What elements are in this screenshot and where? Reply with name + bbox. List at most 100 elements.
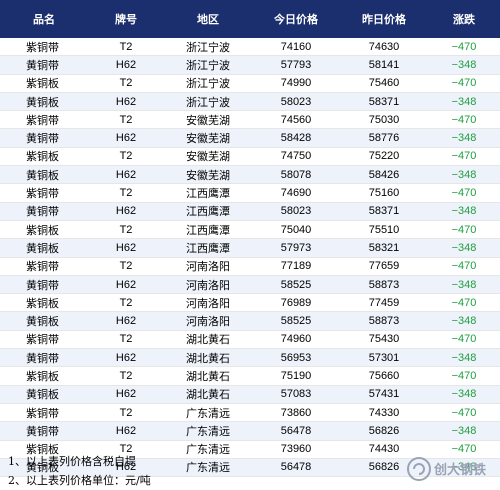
table-row: 黄铜带 H62 浙江宁波 57793 58141 −348 (0, 55, 500, 75)
table-row: 黄铜带 H62 河南洛阳 58525 58873 −348 (0, 275, 500, 295)
cell-today-price: 58428 (252, 128, 340, 148)
table-row: 黄铜带 H62 广东清远 56478 56826 −348 (0, 421, 500, 441)
table-row: 紫铜带 T2 江西鹰潭 74690 75160 −470 (0, 183, 500, 203)
table-row: 黄铜板 H62 江西鹰潭 57973 58321 −348 (0, 238, 500, 258)
cell-grade: T2 (88, 330, 164, 350)
cell-region: 广东清远 (164, 458, 252, 478)
cell-region: 湖北黄石 (164, 366, 252, 386)
cell-product: 黄铜板 (0, 92, 88, 112)
cell-region: 湖北黄石 (164, 330, 252, 350)
cell-product: 黄铜带 (0, 348, 88, 368)
cell-product: 紫铜带 (0, 403, 88, 423)
cell-today-price: 74160 (252, 38, 340, 57)
cell-product: 紫铜板 (0, 220, 88, 240)
cell-grade: H62 (88, 458, 164, 478)
table-row: 黄铜板 H62 浙江宁波 58023 58371 −348 (0, 92, 500, 112)
cell-yesterday-price: 58321 (340, 238, 428, 258)
cell-yesterday-price: 75160 (340, 183, 428, 203)
table-row: 紫铜板 T2 河南洛阳 76989 77459 −470 (0, 293, 500, 313)
cell-change: −348 (428, 421, 500, 441)
cell-yesterday-price: 58873 (340, 275, 428, 295)
cell-product: 黄铜板 (0, 311, 88, 331)
cell-product: 黄铜带 (0, 202, 88, 221)
header-yesterday-price: 昨日价格 (340, 0, 428, 38)
table-body: 紫铜带 T2 浙江宁波 74160 74630 −470 黄铜带 H62 浙江宁波 57793 58… (0, 38, 500, 478)
cell-grade: T2 (88, 293, 164, 313)
cell-product: 紫铜带 (0, 38, 88, 57)
cell-today-price: 56953 (252, 348, 340, 368)
cell-region: 河南洛阳 (164, 293, 252, 313)
cell-change: −470 (428, 440, 500, 459)
table-row: 紫铜带 T2 安徽芜湖 74560 75030 −470 (0, 110, 500, 130)
cell-grade: H62 (88, 348, 164, 368)
cell-yesterday-price: 77459 (340, 293, 428, 313)
footnote-2: 2、以上表列价格单位：元/吨 (8, 474, 151, 487)
cell-region: 安徽芜湖 (164, 165, 252, 185)
table-row: 紫铜带 T2 湖北黄石 74960 75430 −470 (0, 330, 500, 350)
table-row: 黄铜带 H62 江西鹰潭 58023 58371 −348 (0, 202, 500, 221)
cell-yesterday-price: 74330 (340, 403, 428, 423)
header-product: 品名 (0, 0, 88, 38)
cell-yesterday-price: 58873 (340, 311, 428, 331)
table-row: 黄铜板 H62 湖北黄石 57083 57431 −348 (0, 385, 500, 404)
cell-change: −470 (428, 38, 500, 57)
table-row: 紫铜带 T2 河南洛阳 77189 77659 −470 (0, 257, 500, 276)
cell-product: 紫铜板 (0, 366, 88, 386)
cell-product: 紫铜板 (0, 147, 88, 167)
cell-grade: T2 (88, 220, 164, 240)
cell-grade: H62 (88, 55, 164, 75)
cell-change: −348 (428, 128, 500, 148)
cell-yesterday-price: 75460 (340, 74, 428, 93)
cell-yesterday-price: 75220 (340, 147, 428, 167)
cell-region: 浙江宁波 (164, 55, 252, 75)
table-row: 黄铜板 H62 安徽芜湖 58078 58426 −348 (0, 165, 500, 185)
cell-change: −470 (428, 366, 500, 386)
table-header: 品名 牌号 地区 今日价格 昨日价格 涨跌 (0, 0, 500, 38)
cell-yesterday-price: 57301 (340, 348, 428, 368)
table-row: 黄铜带 H62 安徽芜湖 58428 58776 −348 (0, 128, 500, 148)
cell-region: 江西鹰潭 (164, 238, 252, 258)
cell-yesterday-price: 75510 (340, 220, 428, 240)
cell-change: −348 (428, 165, 500, 185)
cell-product: 紫铜板 (0, 74, 88, 93)
cell-grade: T2 (88, 38, 164, 57)
cell-change: −348 (428, 348, 500, 368)
cell-today-price: 57973 (252, 238, 340, 258)
cell-today-price: 75040 (252, 220, 340, 240)
cell-today-price: 76989 (252, 293, 340, 313)
cell-yesterday-price: 75430 (340, 330, 428, 350)
cell-region: 广东清远 (164, 421, 252, 441)
cell-region: 浙江宁波 (164, 74, 252, 93)
table-row: 黄铜板 H62 河南洛阳 58525 58873 −348 (0, 311, 500, 331)
cell-yesterday-price: 58371 (340, 92, 428, 112)
watermark-text: 创大钢铁 (433, 462, 486, 478)
cell-region: 安徽芜湖 (164, 128, 252, 148)
cell-change: −348 (428, 458, 500, 478)
cell-today-price: 73860 (252, 403, 340, 423)
cell-today-price: 58078 (252, 165, 340, 185)
cell-change: −470 (428, 330, 500, 350)
cell-change: −348 (428, 92, 500, 112)
cell-region: 安徽芜湖 (164, 110, 252, 130)
cell-grade: H62 (88, 165, 164, 185)
cell-change: −470 (428, 147, 500, 167)
cell-grade: T2 (88, 147, 164, 167)
cell-product: 黄铜带 (0, 55, 88, 75)
cell-grade: H62 (88, 202, 164, 221)
cell-yesterday-price: 75660 (340, 366, 428, 386)
cell-region: 江西鹰潭 (164, 220, 252, 240)
header-region: 地区 (164, 0, 252, 38)
cell-grade: T2 (88, 366, 164, 386)
cell-change: −470 (428, 220, 500, 240)
header-grade: 牌号 (88, 0, 164, 38)
cell-change: −470 (428, 110, 500, 130)
cell-region: 广东清远 (164, 440, 252, 459)
cell-yesterday-price: 57431 (340, 385, 428, 404)
cell-grade: H62 (88, 128, 164, 148)
cell-grade: H62 (88, 238, 164, 258)
table-row: 紫铜带 T2 广东清远 73860 74330 −470 (0, 403, 500, 423)
table-row: 紫铜板 T2 广东清远 73960 74430 −470 (0, 440, 500, 459)
cell-region: 浙江宁波 (164, 92, 252, 112)
cell-grade: H62 (88, 92, 164, 112)
cell-grade: H62 (88, 311, 164, 331)
